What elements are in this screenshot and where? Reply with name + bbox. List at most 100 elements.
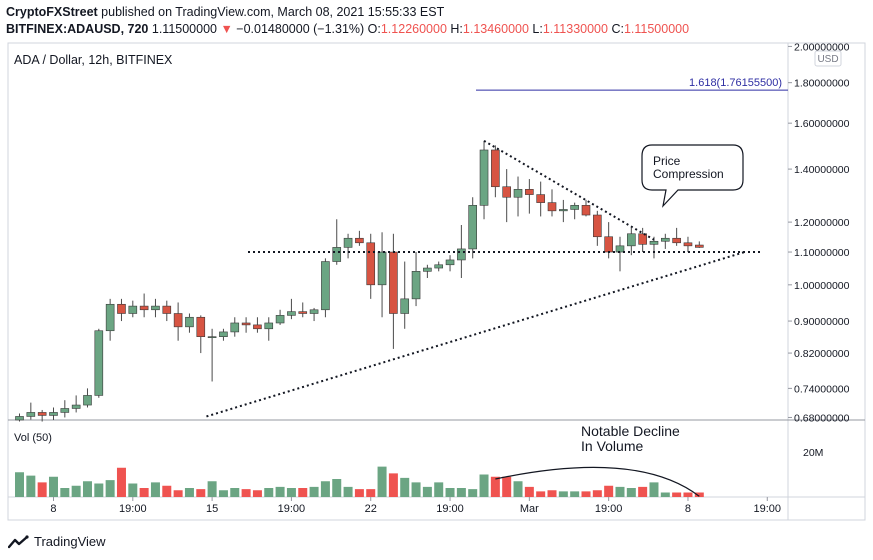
volume-bar	[388, 473, 398, 497]
volume-bar	[445, 488, 455, 497]
x-axis: 8 19:00 15 19:00 22 19:00 Mar 19:00 8 19:00	[50, 497, 781, 515]
candle-body	[105, 303, 115, 332]
volume-bar	[638, 486, 648, 497]
candle-body	[491, 149, 500, 188]
candle-body	[173, 313, 183, 328]
candle-body	[513, 189, 523, 198]
candle-body	[241, 322, 251, 326]
candle-body	[389, 251, 398, 314]
fib-level-label: 1.618(1.76155500)	[689, 77, 782, 89]
volume-bar	[230, 488, 240, 497]
tradingview-brand[interactable]: TradingView	[7, 534, 106, 549]
candle-body	[219, 331, 228, 337]
candle-body	[457, 248, 466, 261]
candle-body	[479, 149, 489, 206]
brand-label: TradingView	[34, 534, 106, 549]
volume-bar	[570, 491, 580, 497]
y-tick-label: 1.60000000	[794, 118, 850, 130]
candle-body	[502, 186, 511, 198]
candle-body	[275, 315, 285, 324]
volume-bar	[15, 472, 24, 497]
x-tick-label: 15	[206, 503, 218, 515]
open-value: 1.12260000	[380, 22, 447, 36]
volume-bar	[218, 490, 228, 497]
x-tick-label: 19:00	[278, 503, 306, 515]
volume-bar	[626, 488, 636, 497]
candle-body	[661, 237, 670, 242]
candle-body	[60, 408, 70, 413]
volume-bar	[241, 489, 251, 497]
volume-series	[15, 466, 704, 497]
symbol-label: BITFINEX:ADAUSD, 720	[6, 22, 149, 36]
candle-body	[649, 240, 659, 245]
volume-bar	[468, 489, 478, 497]
y-tick-label: 0.68000000	[794, 412, 850, 424]
volume-bar	[422, 486, 432, 497]
volume-bar	[162, 485, 172, 497]
candle-body	[683, 242, 693, 247]
y-tick-label: 0.82000000	[794, 348, 850, 360]
volume-bar	[286, 488, 296, 497]
x-tick-label: 19:00	[754, 503, 782, 515]
candle-body	[37, 412, 47, 416]
symbol-line: BITFINEX:ADAUSD, 720 1.11500000 ▼ −0.014…	[6, 22, 689, 36]
volume-bar	[48, 476, 58, 497]
close-value: 1.11500000	[623, 22, 690, 36]
volume-bar	[354, 489, 364, 497]
currency-badge	[814, 50, 842, 67]
volume-bar	[592, 490, 602, 497]
volume-bar	[128, 483, 138, 497]
volume-bar	[207, 481, 217, 497]
candle-body	[151, 305, 160, 311]
volume-bar	[434, 482, 444, 497]
y-axis: 0.68000000 0.74000000 0.82000000 0.90000000…	[788, 41, 850, 424]
high-value: 1.13460000	[462, 22, 529, 36]
volume-bar	[400, 477, 410, 497]
candle-body	[355, 237, 364, 244]
candle-body	[366, 242, 376, 286]
volume-axis-label: 20M	[803, 447, 823, 459]
last-price: 1.11500000	[148, 22, 221, 36]
candle-body	[525, 189, 534, 195]
open-label: O:	[367, 22, 381, 36]
candle-body	[207, 336, 217, 338]
candle-body	[445, 259, 455, 266]
candle-body	[536, 194, 545, 203]
y-tick-label: 1.40000000	[794, 164, 850, 176]
volume-bar	[649, 482, 659, 497]
volume-bar	[536, 491, 546, 497]
volume-bar	[184, 488, 194, 497]
volume-bar	[94, 483, 104, 497]
volume-bar	[116, 467, 126, 497]
volume-bar	[524, 486, 534, 497]
volume-bar	[343, 486, 353, 497]
candle-body	[309, 309, 319, 314]
volume-bar	[366, 489, 376, 497]
candle-body	[638, 233, 647, 245]
tradingview-logo-icon	[7, 534, 30, 549]
volume-bar	[298, 488, 308, 497]
candle-body	[15, 416, 24, 421]
change-down-icon: ▼	[220, 22, 233, 36]
candle-body	[332, 247, 342, 262]
candle-body	[94, 330, 104, 396]
y-tick-label: 1.20000000	[794, 217, 850, 229]
volume-bar	[26, 475, 36, 497]
publisher-name[interactable]: CryptoFXStreet	[6, 5, 98, 19]
volume-note-text: Notable Decline	[581, 423, 680, 439]
high-label: H:	[446, 22, 463, 36]
volume-bar	[490, 476, 500, 497]
chart-title: ADA / Dollar, 12h, BITFINEX	[14, 53, 173, 67]
volume-bar	[694, 492, 704, 497]
candle-body	[581, 205, 591, 216]
x-tick-label: 19:00	[119, 503, 147, 515]
candle-body	[196, 316, 206, 337]
candle-body	[117, 303, 126, 314]
x-tick-label: Mar	[520, 503, 539, 515]
candle-body	[434, 264, 444, 269]
candle-body	[128, 305, 138, 314]
volume-bar	[252, 490, 262, 497]
callout-bubble	[641, 144, 744, 208]
